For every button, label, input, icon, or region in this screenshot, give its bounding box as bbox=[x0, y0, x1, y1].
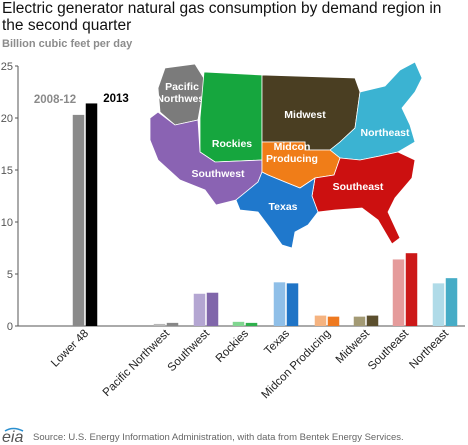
bar-rockies-2013 bbox=[245, 322, 258, 326]
map-label-texas: Texas bbox=[269, 201, 298, 213]
bar-midwest-2008-12 bbox=[353, 316, 366, 326]
svg-text:eia: eia bbox=[2, 429, 23, 445]
bar-lower-48-2008-12 bbox=[72, 114, 85, 326]
x-tick-label-northeast: Northeast bbox=[407, 327, 451, 371]
bar-texas-2008-12 bbox=[273, 282, 286, 326]
bar-midwest-2013 bbox=[366, 315, 379, 326]
map-region-texas bbox=[235, 171, 319, 249]
y-tick-label: 0 bbox=[7, 321, 13, 333]
us-region-map: Pacific Northwest Rockies Midwest Northeast S… bbox=[149, 61, 423, 249]
bar-northeast-2013 bbox=[445, 278, 458, 326]
x-tick-label-midcon-producing: Midcon Producing bbox=[260, 328, 334, 402]
bar-pacific-northwest-2008-12 bbox=[153, 323, 166, 326]
bar-midcon-producing-2013 bbox=[327, 316, 340, 326]
legend: 2008-12 2013 bbox=[34, 93, 129, 106]
x-tick-label-pacific-northwest: Pacific Northwest bbox=[101, 327, 173, 399]
y-tick-label: 5 bbox=[7, 269, 13, 281]
map-label-southwest: Southwest bbox=[191, 168, 245, 180]
bar-pacific-northwest-2013 bbox=[166, 322, 179, 326]
chart-title: Electric generator natural gas consumpti… bbox=[2, 0, 442, 34]
y-tick-label: 10 bbox=[1, 217, 13, 229]
bar-southwest-2008-12 bbox=[193, 293, 206, 326]
map-label-midcon-producing: Midcon Producing bbox=[266, 141, 318, 165]
map-label-midwest: Midwest bbox=[284, 109, 326, 121]
x-tick-label-southeast: Southeast bbox=[366, 327, 412, 373]
map-label-pacific-northwest: Pacific Northwest bbox=[156, 81, 208, 105]
bar-lower-48-2013 bbox=[85, 103, 98, 326]
legend-series-2008-12: 2008-12 bbox=[34, 94, 76, 106]
x-tick-label-rockies: Rockies bbox=[214, 327, 252, 365]
map-label-southeast: Southeast bbox=[333, 181, 384, 193]
bar-northeast-2008-12 bbox=[432, 283, 445, 326]
map-label-northeast: Northeast bbox=[360, 127, 410, 139]
y-tick-label: 25 bbox=[1, 61, 13, 73]
map-label-rockies: Rockies bbox=[212, 138, 252, 150]
bar-midcon-producing-2008-12 bbox=[314, 315, 327, 326]
eia-logo: eia bbox=[2, 427, 23, 445]
y-tick-label: 15 bbox=[1, 165, 13, 177]
bar-southeast-2013 bbox=[405, 253, 418, 326]
x-tick-label-lower-48: Lower 48 bbox=[49, 328, 91, 370]
x-tick-label-midwest: Midwest bbox=[334, 327, 373, 366]
bar-series bbox=[72, 103, 458, 326]
y-tick-label: 20 bbox=[1, 113, 13, 125]
x-tick-label-texas: Texas bbox=[262, 327, 292, 357]
x-tick-label-southwest: Southwest bbox=[166, 327, 213, 374]
bar-rockies-2008-12 bbox=[232, 321, 245, 326]
bar-texas-2013 bbox=[286, 283, 299, 326]
y-axis-unit-label: Billion cubic feet per day bbox=[2, 38, 133, 50]
legend-series-2013: 2013 bbox=[103, 93, 129, 105]
bar-southwest-2013 bbox=[206, 292, 219, 326]
source-note: Source: U.S. Energy Information Administ… bbox=[33, 432, 404, 443]
bar-southeast-2008-12 bbox=[392, 259, 405, 326]
